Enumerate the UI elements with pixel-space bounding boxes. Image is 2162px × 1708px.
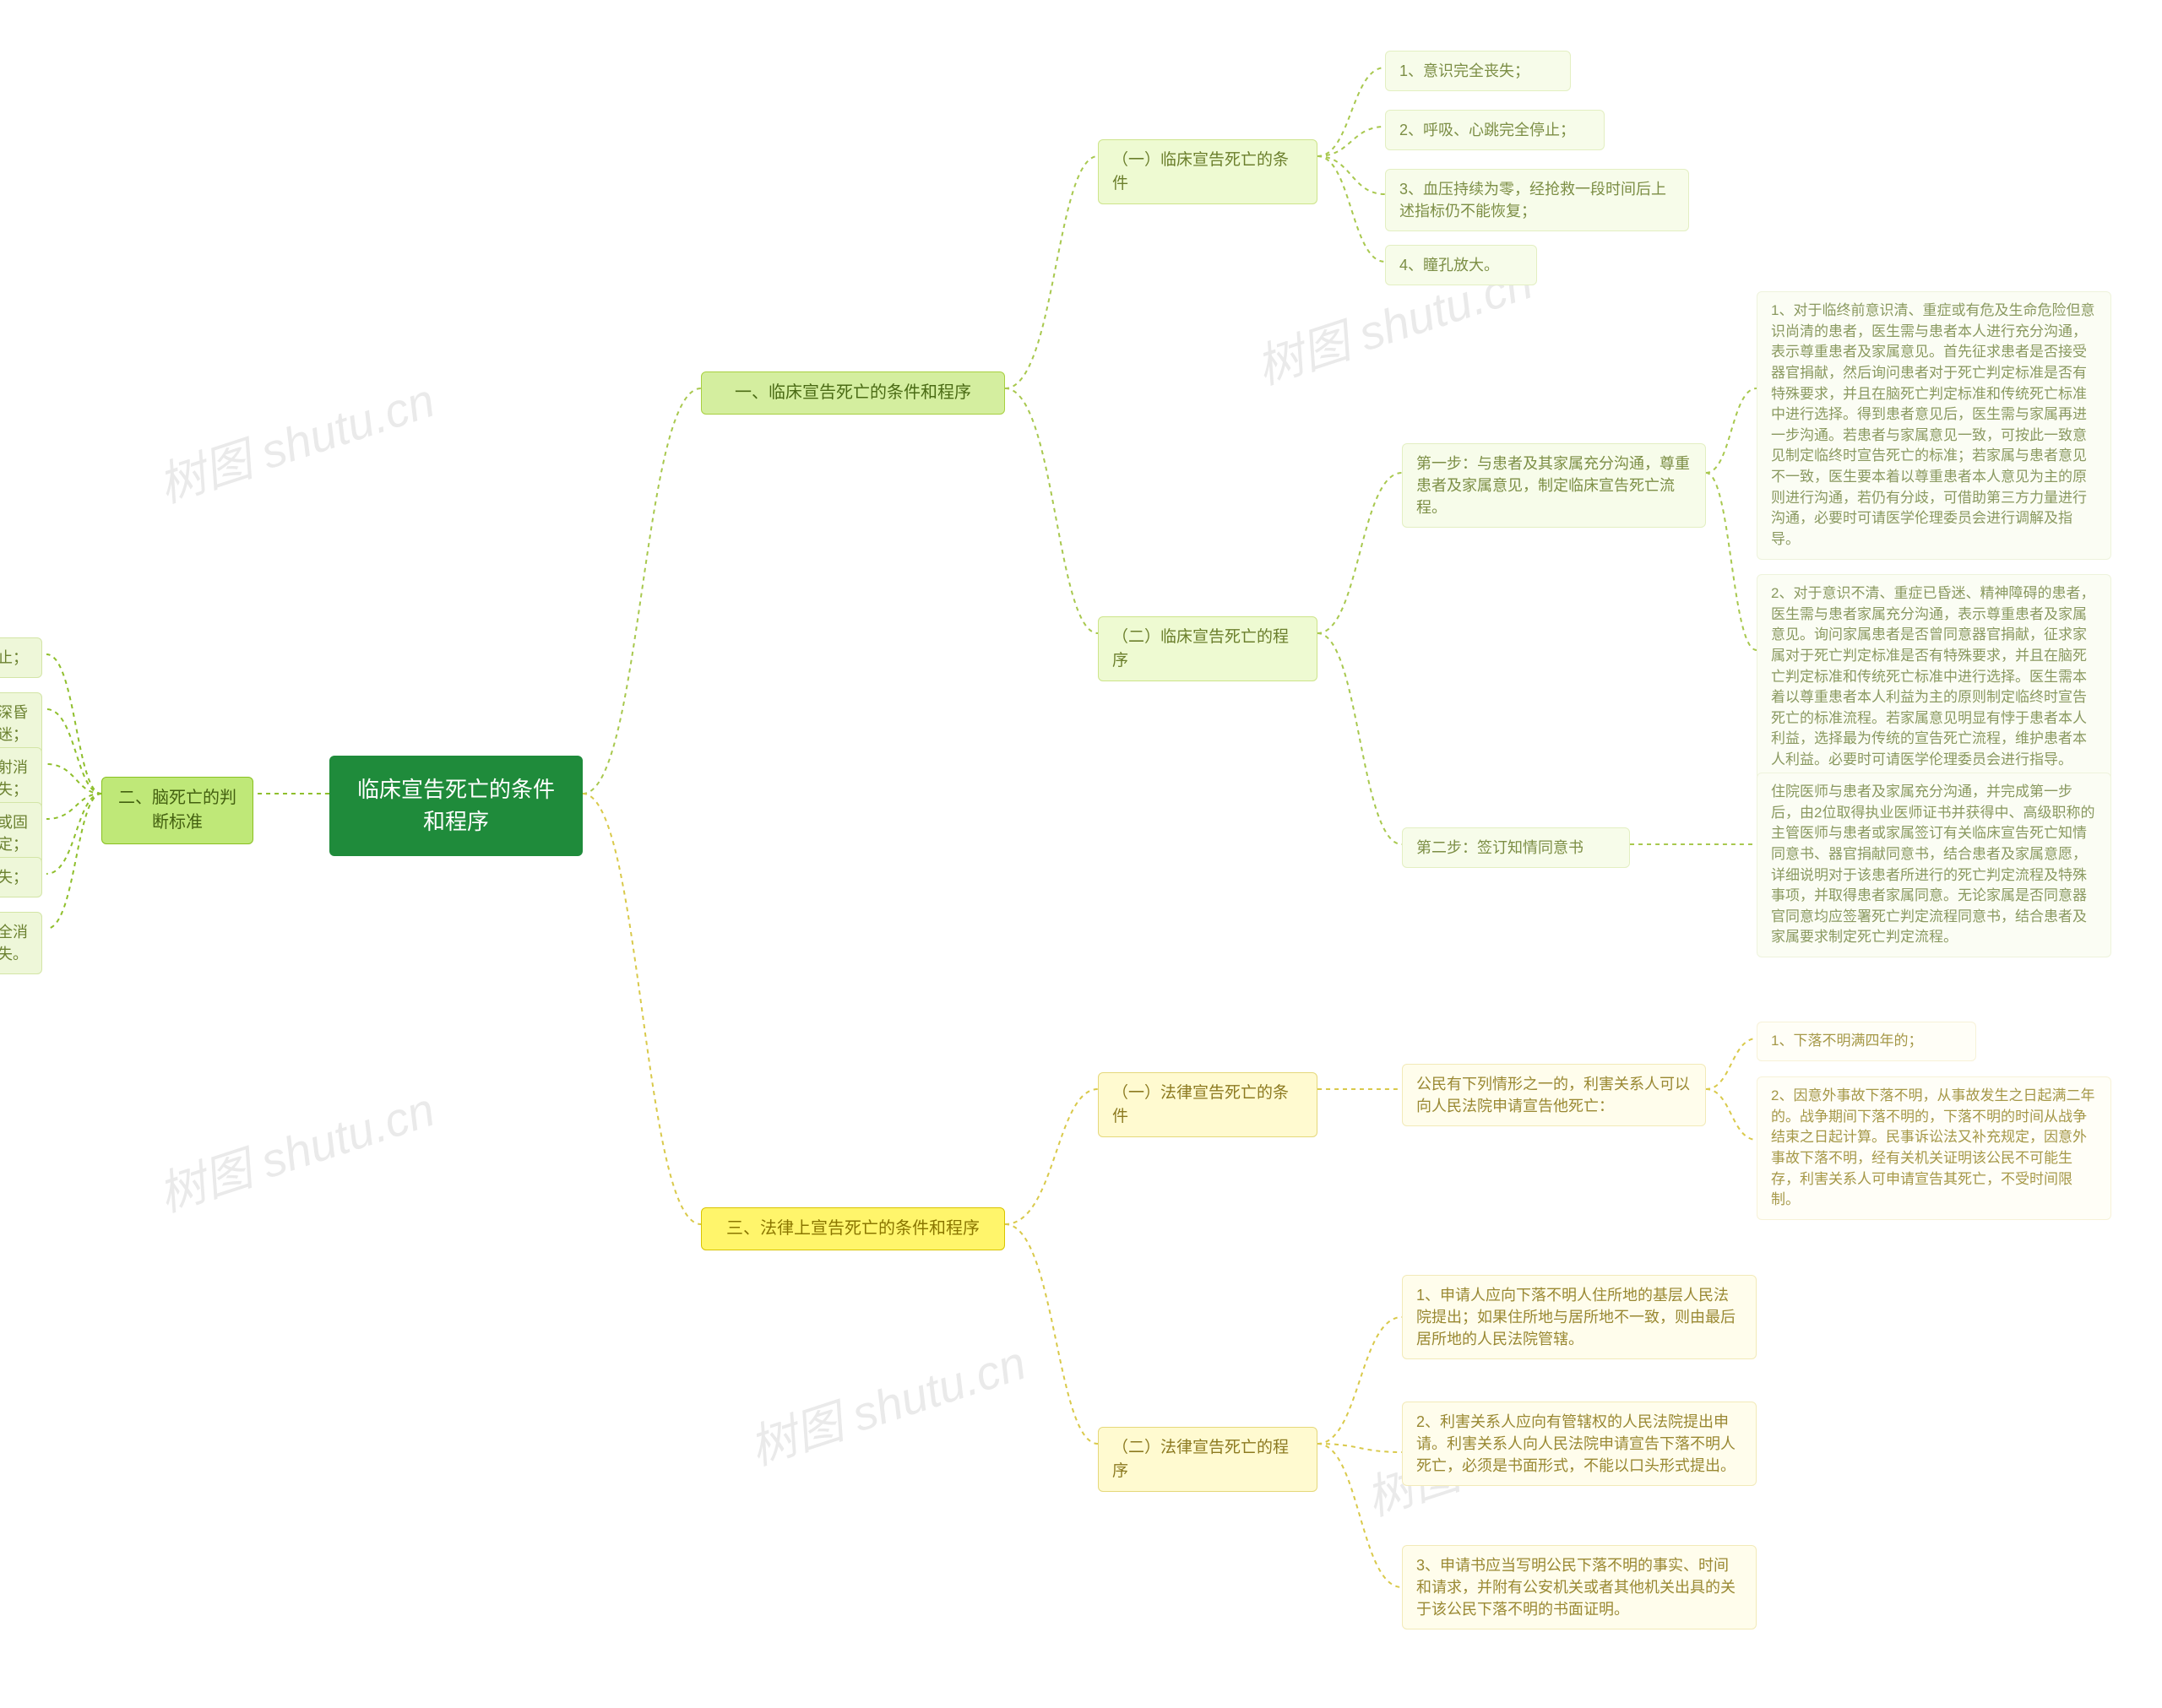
watermark: 树图 shutu.cn — [149, 1072, 443, 1226]
s3s2-detail-2: 2、利害关系人应向有管辖权的人民法院提出申请。利害关系人向人民法院申请宣告下落不… — [1402, 1402, 1757, 1486]
section-2[interactable]: 二、脑死亡的判断标准 — [101, 777, 253, 844]
s1s1-item-1: 1、意识完全丧失； — [1385, 51, 1571, 91]
s3s1-detail-2: 2、因意外事故下落不明，从事故发生之日起满二年的。战争期间下落不明的，下落不明的… — [1757, 1076, 2111, 1220]
s2-item-4: 4、瞳孔扩大或固定； — [0, 802, 42, 865]
s1s2-step-1-detail-1: 1、对于临终前意识清、重症或有危及生命危险但意识尚清的患者，医生需与患者本人进行… — [1757, 291, 2111, 560]
section-3[interactable]: 三、法律上宣告死亡的条件和程序 — [701, 1207, 1005, 1250]
s1s2-step-2[interactable]: 第二步：签订知情同意书 — [1402, 827, 1630, 868]
s1s1-item-3: 3、血压持续为零，经抢救一段时间后上述指标仍不能恢复； — [1385, 169, 1689, 231]
s1s1-item-2: 2、呼吸、心跳完全停止； — [1385, 110, 1605, 150]
section-1-sub-2[interactable]: （二）临床宣告死亡的程序 — [1098, 616, 1317, 681]
section-3-sub-1[interactable]: （一）法律宣告死亡的条件 — [1098, 1072, 1317, 1137]
s3s1-lead: 公民有下列情形之一的，利害关系人可以向人民法院申请宣告他死亡： — [1402, 1064, 1706, 1126]
section-1-sub-1[interactable]: （一）临床宣告死亡的条件 — [1098, 139, 1317, 204]
s2-item-3: 3、脑干神经反射消失； — [0, 747, 42, 810]
s2-item-2: 2、不可逆性深昏迷； — [0, 692, 42, 755]
s2-item-1: 1、自主呼吸停止； — [0, 637, 42, 678]
s3s2-detail-1: 1、申请人应向下落不明人住所地的基层人民法院提出；如果住所地与居所地不一致，则由… — [1402, 1275, 1757, 1359]
s3s2-detail-3: 3、申请书应当写明公民下落不明的事实、时间和请求，并附有公安机关或者其他机关出具… — [1402, 1545, 1757, 1629]
root-node[interactable]: 临床宣告死亡的条件和程序 — [329, 756, 583, 856]
section-3-sub-2[interactable]: （二）法律宣告死亡的程序 — [1098, 1427, 1317, 1492]
s1s2-step-1[interactable]: 第一步：与患者及其家属充分沟通，尊重患者及家属意见，制定临床宣告死亡流程。 — [1402, 443, 1706, 528]
watermark: 树图 shutu.cn — [740, 1326, 1034, 1479]
watermark: 树图 shutu.cn — [149, 363, 443, 517]
s1s2-step-2-detail-1: 住院医师与患者及家属充分沟通，并完成第一步后，由2位取得执业医师证书并获得中、高… — [1757, 773, 2111, 957]
s2-item-5: 5、脑电波消失； — [0, 857, 42, 897]
s1s1-item-4: 4、瞳孔放大。 — [1385, 245, 1537, 285]
section-1[interactable]: 一、临床宣告死亡的条件和程序 — [701, 371, 1005, 415]
s3s1-detail-1: 1、下落不明满四年的； — [1757, 1022, 1976, 1061]
s2-item-6: 6、脑血液循环完全消失。 — [0, 912, 42, 974]
s1s2-step-1-detail-2: 2、对于意识不清、重症已昏迷、精神障碍的患者，医生需与患者家属充分沟通，表示尊重… — [1757, 574, 2111, 780]
